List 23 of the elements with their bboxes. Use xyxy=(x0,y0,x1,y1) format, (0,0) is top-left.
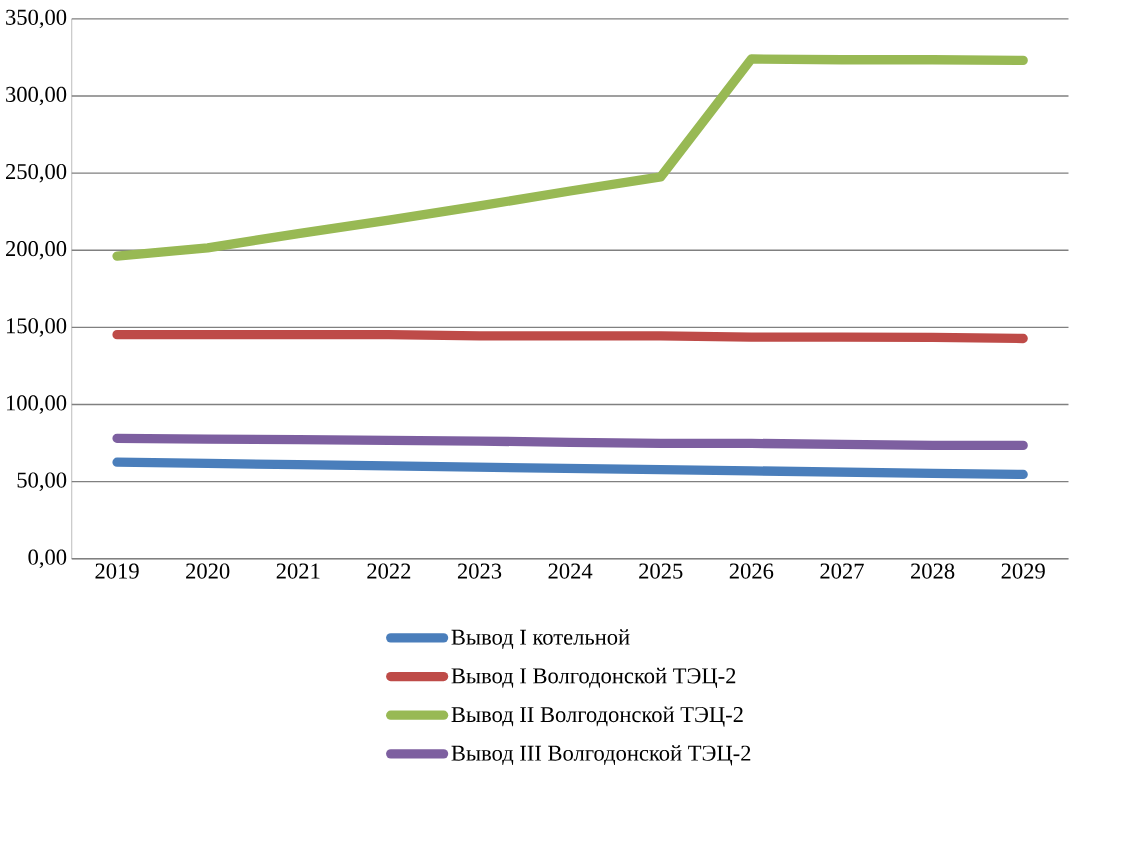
x-tick-label: 2027 xyxy=(820,563,864,579)
x-tick-label: 2028 xyxy=(911,563,955,579)
x-tick-label: 2023 xyxy=(457,563,502,579)
x-tick-label: 2025 xyxy=(639,563,683,579)
x-tick-label: 2024 xyxy=(548,563,593,579)
y-tick-label: 0,00 xyxy=(28,549,67,569)
y-tick-label: 100,00 xyxy=(6,395,67,414)
y-tick-label: 350,00 xyxy=(6,9,67,29)
x-tick-label: 2019 xyxy=(95,563,139,579)
legend-label: Вывод II Волгодонской ТЭЦ-2 xyxy=(451,706,743,727)
legend-label: Вывод III Волгодонской ТЭЦ-2 xyxy=(451,745,751,766)
y-tick-label: 150,00 xyxy=(6,318,67,337)
x-tick-label: 2029 xyxy=(1001,563,1045,579)
x-tick-label: 2021 xyxy=(276,563,320,579)
y-tick-label: 50,00 xyxy=(17,472,67,491)
y-tick-label: 300,00 xyxy=(6,86,67,106)
legend-label: Вывод I котельной xyxy=(451,629,630,649)
legend-label: Вывод I Волгодонской ТЭЦ-2 xyxy=(451,667,736,689)
y-tick-label: 250,00 xyxy=(6,163,67,183)
x-tick-label: 2020 xyxy=(186,563,230,579)
y-tick-label: 200,00 xyxy=(6,241,67,260)
x-tick-label: 2026 xyxy=(729,563,774,579)
x-tick-label: 2022 xyxy=(367,563,411,579)
